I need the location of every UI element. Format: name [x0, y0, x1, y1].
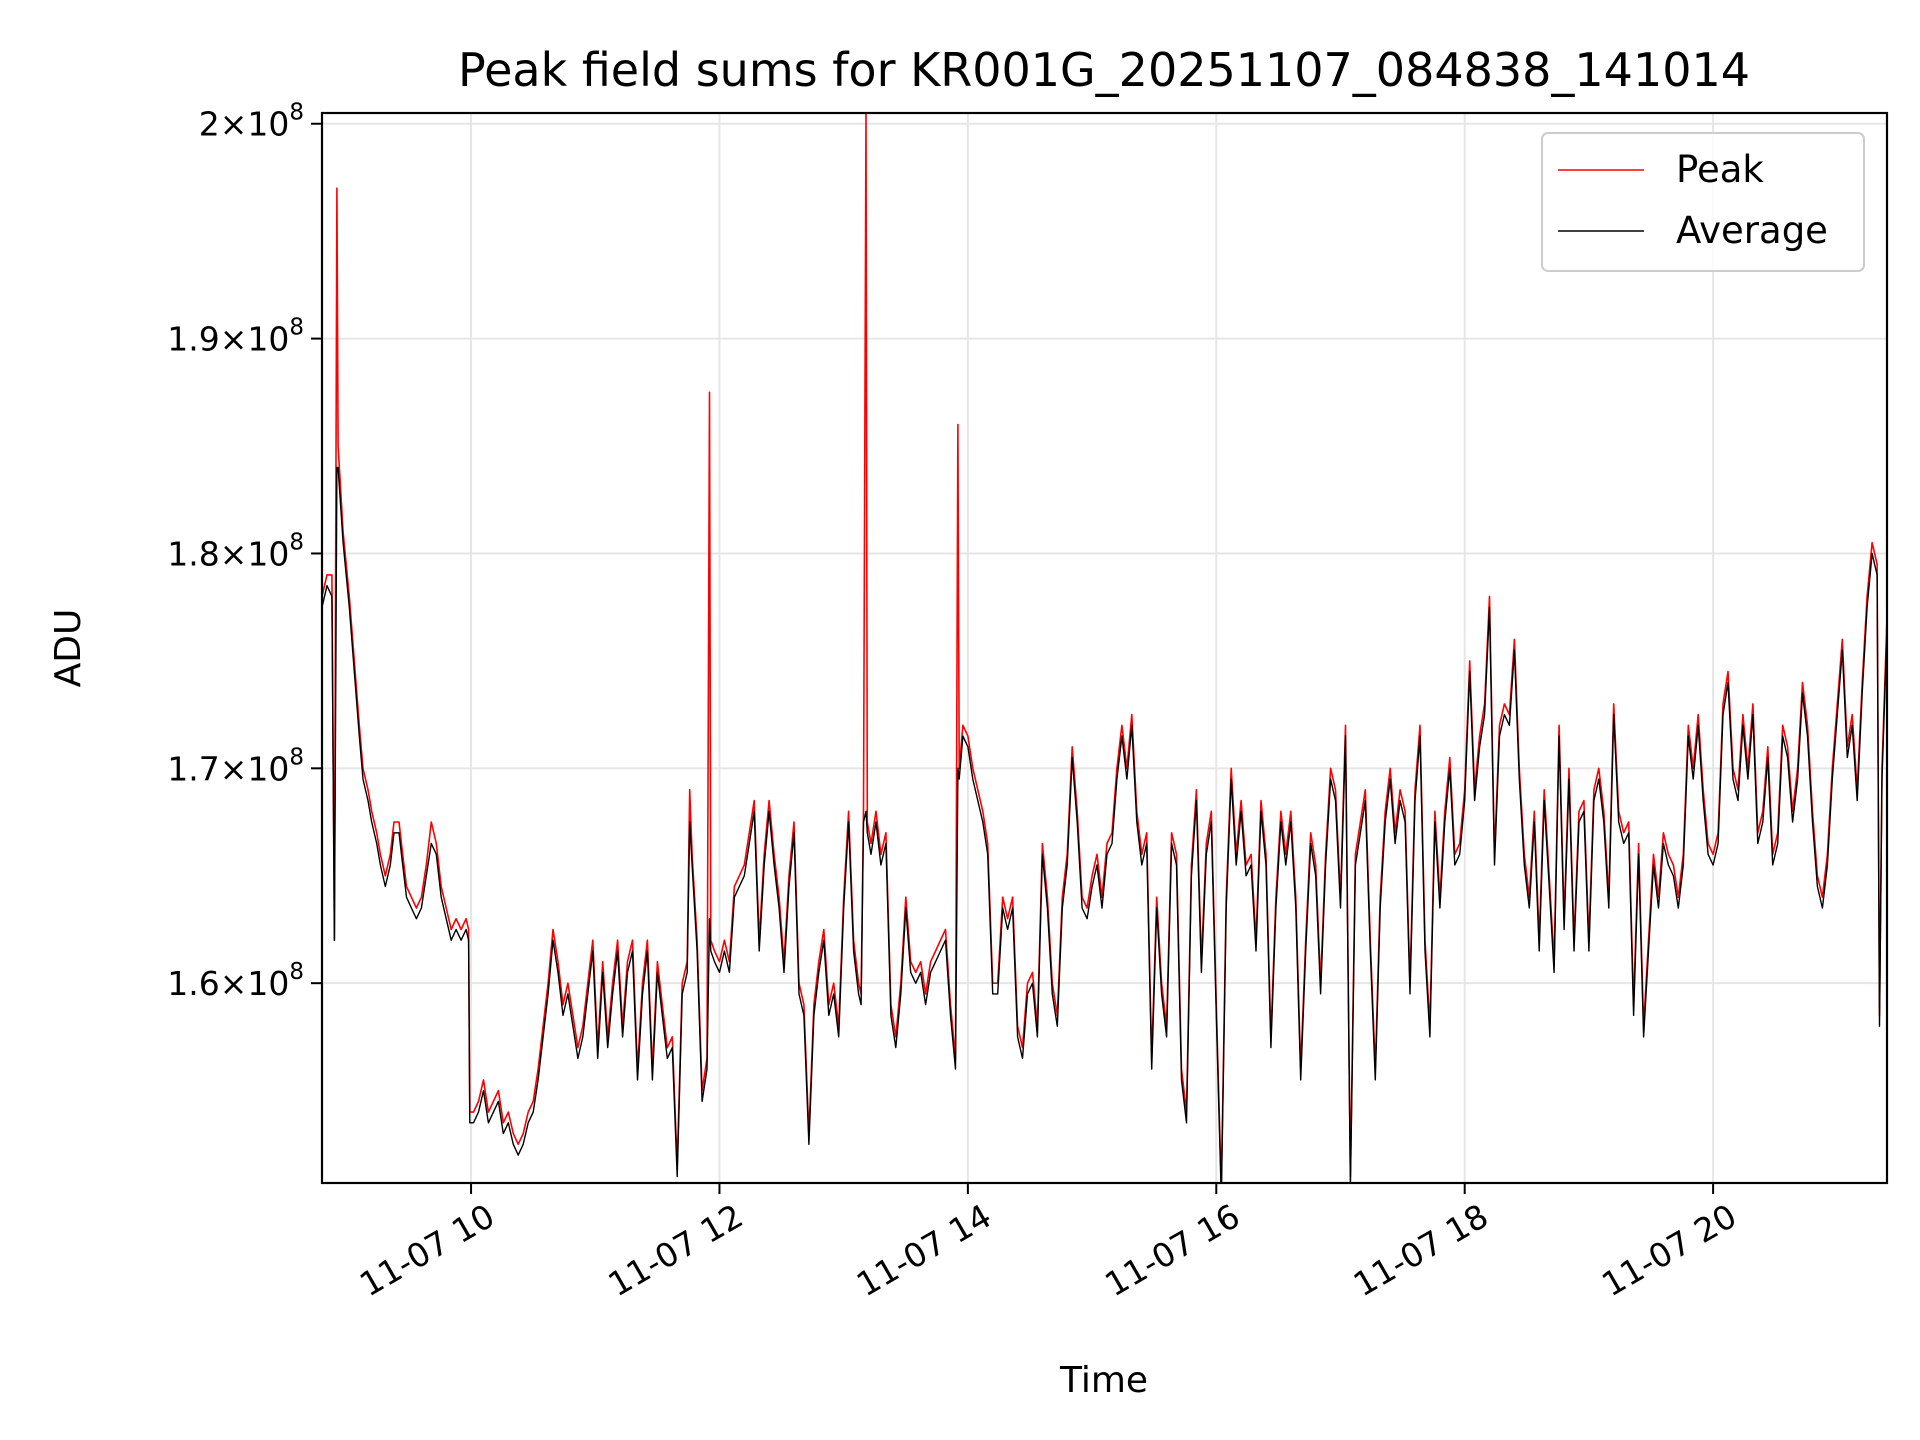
- plot-frame: [320, 111, 1889, 1185]
- x-axis-label: Time: [1059, 1360, 1148, 1401]
- y-tick-label: 1.6×108: [167, 959, 304, 1003]
- plot-area: [322, 113, 1887, 1183]
- y-tick-mantissa: 1.7: [167, 749, 219, 788]
- y-tick-exponent: 8: [289, 744, 304, 770]
- y-tick-label: 1.8×108: [167, 529, 304, 573]
- y-tick-times: ×: [220, 749, 248, 788]
- grid-lines: [322, 113, 1887, 1183]
- y-tick-mantissa: 1.6: [167, 964, 219, 1003]
- y-tick-label: 1.7×108: [167, 744, 304, 788]
- y-tick-base: 10: [247, 534, 289, 573]
- y-axis-label: ADU: [48, 609, 89, 688]
- legend-label-peak: Peak: [1676, 148, 1764, 191]
- y-tick-mantissa: 2: [199, 105, 220, 144]
- y-tick-exponent: 8: [289, 529, 304, 555]
- legend: Peak Average: [1541, 132, 1865, 272]
- y-tick-times: ×: [220, 320, 248, 359]
- y-tick-times: ×: [220, 964, 248, 1003]
- legend-box: [1541, 132, 1865, 272]
- y-tick-base: 10: [247, 105, 289, 144]
- y-tick-times: ×: [220, 534, 248, 573]
- series-line-average: [322, 466, 1887, 1183]
- y-tick-exponent: 8: [289, 315, 304, 341]
- y-tick-base: 10: [247, 964, 289, 1003]
- y-tick-exponent: 8: [289, 959, 304, 985]
- y-tick-times: ×: [220, 105, 248, 144]
- y-tick-exponent: 8: [289, 100, 304, 126]
- y-tick-mantissa: 1.9: [167, 320, 219, 359]
- chart-title: Peak field sums for KR001G_20251107_0848…: [458, 43, 1750, 97]
- y-tick-label: 1.9×108: [167, 315, 304, 359]
- y-tick-mantissa: 1.8: [167, 534, 219, 573]
- y-tick-label: 2×108: [199, 100, 304, 144]
- y-tick-base: 10: [247, 320, 289, 359]
- y-tick-base: 10: [247, 749, 289, 788]
- legend-label-average: Average: [1676, 209, 1828, 252]
